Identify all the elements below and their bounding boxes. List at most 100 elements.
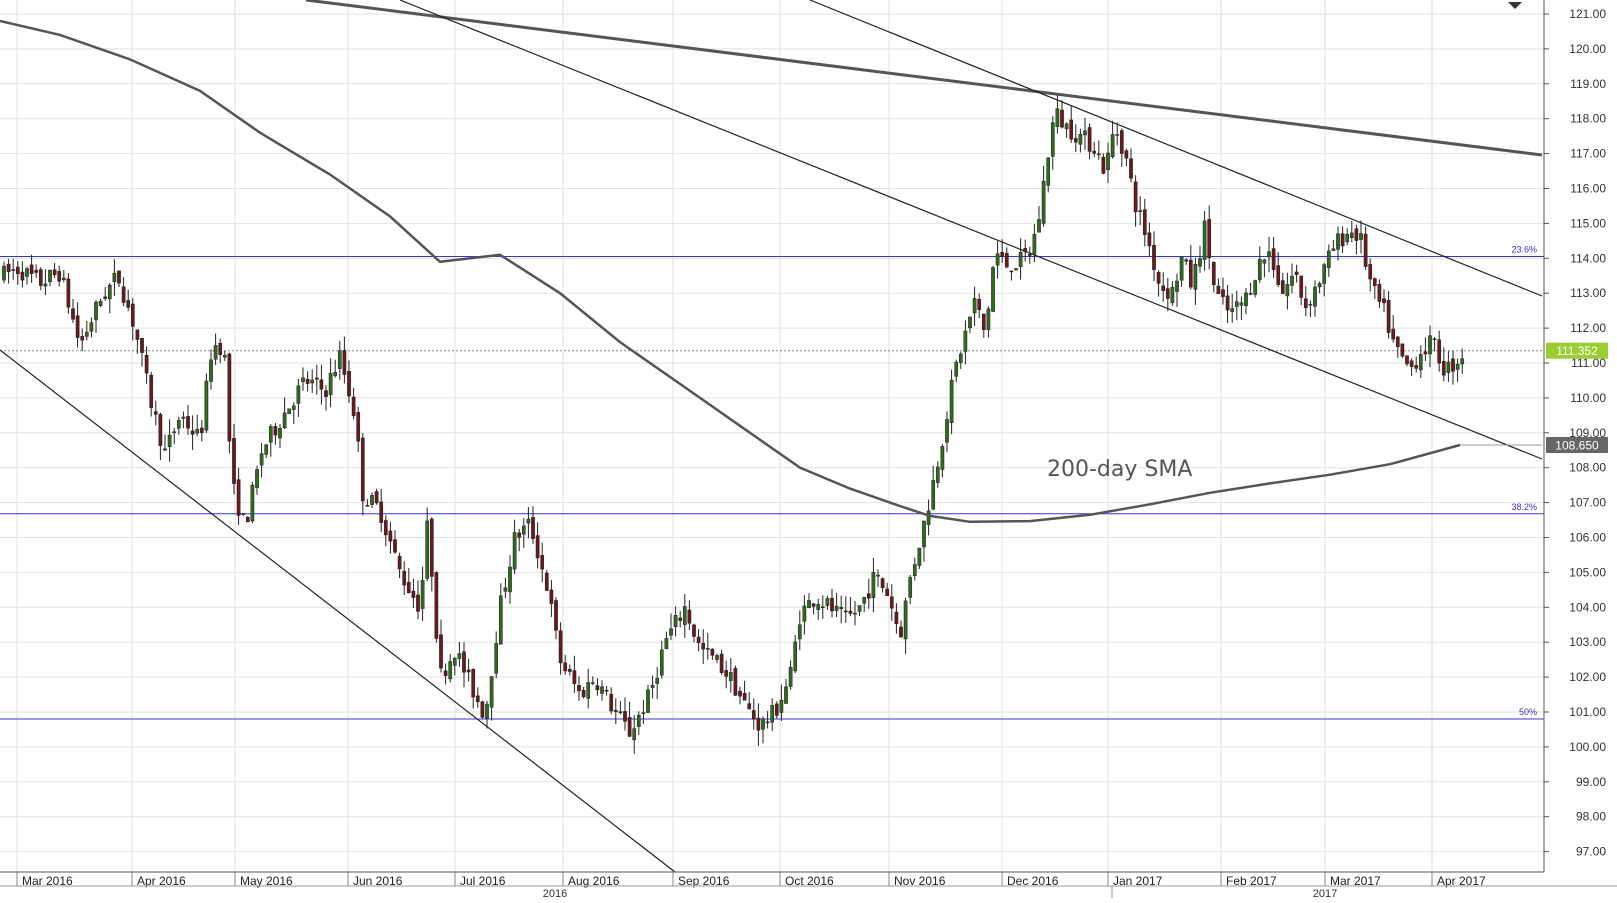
candle-body [259, 453, 264, 466]
candle-body [167, 434, 172, 448]
candle-body [885, 588, 890, 597]
candle-body [1451, 358, 1455, 372]
candle-body [862, 597, 867, 604]
candle-body [319, 379, 324, 390]
candle-body [853, 612, 857, 615]
candle-body [1368, 264, 1373, 280]
candle-body [227, 353, 232, 442]
candle-body [328, 373, 333, 396]
candle-body [1092, 150, 1097, 154]
x-tick-label: Apr 2016 [137, 874, 186, 888]
candle-body [1234, 301, 1239, 307]
candle-body [595, 685, 600, 691]
candle-body [1405, 355, 1409, 365]
candle-body [1170, 287, 1175, 304]
candle-body [931, 480, 936, 510]
candle-body [144, 355, 149, 374]
y-tick-label: 113.00 [1570, 286, 1606, 300]
candle-body [889, 596, 894, 609]
candle-body [1009, 270, 1014, 273]
candle-body [98, 300, 103, 306]
candle-body [181, 416, 186, 419]
candle-body [1027, 253, 1032, 256]
candle-body [94, 301, 98, 321]
candle-body [908, 577, 913, 598]
candle-body [241, 513, 246, 515]
candle-body [117, 270, 121, 284]
candle-body [659, 649, 664, 676]
y-tick-label: 109.00 [1569, 426, 1606, 440]
candle-body [75, 315, 80, 338]
y-tick-label: 108.00 [1569, 461, 1606, 475]
candle-body [857, 605, 862, 612]
candle-body [374, 491, 379, 504]
x-tick-label: Feb 2017 [1226, 874, 1277, 888]
candle-body [1280, 280, 1285, 294]
y-tick-label: 100.00 [1569, 740, 1606, 754]
candle-body [121, 286, 126, 303]
candle-body [627, 717, 632, 737]
y-tick-label: 117.00 [1570, 147, 1606, 161]
candle-body [310, 379, 315, 384]
candle-body [1230, 308, 1235, 312]
candle-body [687, 609, 692, 624]
candle-body [485, 703, 489, 719]
candle-body [1202, 220, 1207, 260]
candle-body [1345, 234, 1350, 243]
candle-body [508, 566, 512, 593]
candle-body [600, 686, 604, 694]
candle-body [163, 448, 167, 451]
candle-body [705, 647, 710, 650]
candle-body [1322, 264, 1327, 284]
candle-body [701, 643, 706, 650]
candle-body [949, 379, 954, 423]
trendline [399, 0, 1543, 460]
candle-body [66, 278, 71, 308]
candle-body [848, 610, 853, 614]
candle-body [1165, 288, 1170, 299]
candle-body [1257, 259, 1262, 281]
candle-body [876, 574, 880, 577]
candle-body [337, 350, 342, 369]
candle-body [1409, 360, 1414, 367]
candle-body [839, 607, 844, 609]
candle-body [43, 283, 48, 287]
candle-body [894, 611, 899, 625]
sma-annotation: 200-day SMA [1047, 457, 1192, 482]
candle-body [641, 712, 646, 714]
candle-body [1262, 259, 1267, 264]
candle-body [6, 263, 11, 273]
candle-body [475, 695, 480, 702]
candle-body [370, 495, 374, 505]
candle-body [1354, 228, 1359, 241]
candle-body [577, 685, 581, 692]
candle-body [466, 669, 471, 673]
candle-body [1432, 338, 1437, 340]
candle-body [1372, 278, 1377, 287]
candle-body [190, 430, 195, 435]
candle-body [1326, 250, 1331, 268]
candle-body [1423, 351, 1428, 355]
candle-body [1156, 272, 1161, 284]
candle-body [940, 446, 945, 470]
candle-body [15, 266, 20, 275]
candle-body [991, 267, 995, 312]
candle-body [1106, 152, 1110, 171]
candle-body [107, 284, 112, 300]
dropdown-arrow-icon[interactable] [1508, 2, 1522, 9]
price-tag-box [1546, 342, 1608, 359]
y-tick-label: 119.00 [1570, 77, 1606, 91]
candle-body [287, 408, 292, 414]
candle-body [834, 605, 839, 611]
candle-body [402, 570, 407, 586]
x-tick-label: Dec 2016 [1007, 874, 1059, 888]
candle-body [678, 617, 683, 621]
candle-body [613, 709, 618, 712]
candle-body [1207, 219, 1212, 259]
candle-body [954, 361, 959, 377]
candle-body [1336, 233, 1340, 250]
candle-body [1331, 248, 1336, 251]
candle-body [825, 598, 830, 606]
candle-body [1441, 361, 1446, 376]
candle-body [406, 582, 411, 594]
